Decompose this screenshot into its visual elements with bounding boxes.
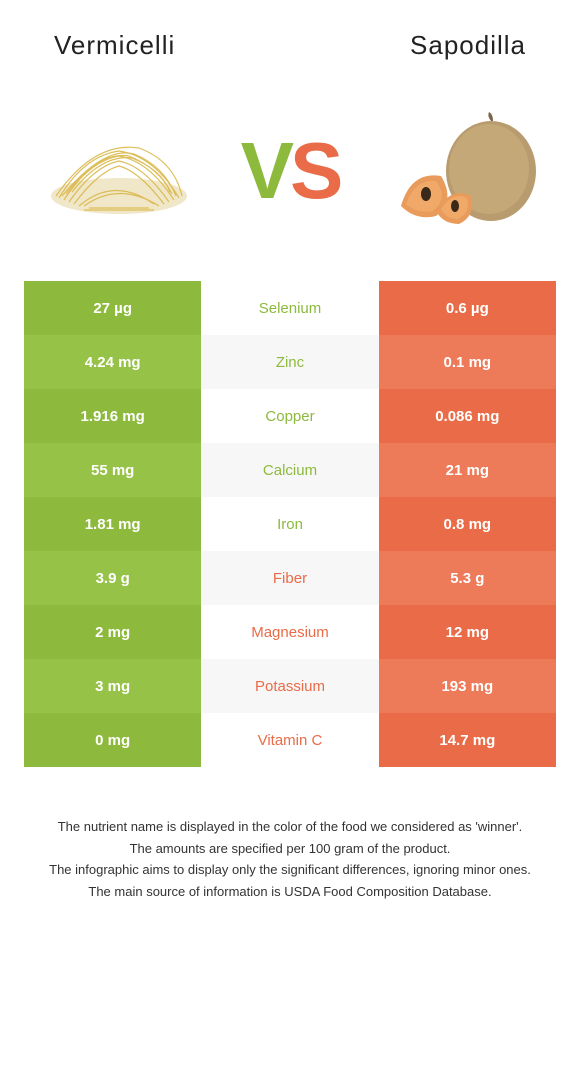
table-row: 55 mgCalcium21 mg [24, 443, 556, 497]
nutrient-name: Zinc [201, 335, 378, 389]
right-value: 12 mg [379, 605, 556, 659]
nutrient-name: Potassium [201, 659, 378, 713]
vs-v: V [241, 125, 290, 217]
right-value: 0.1 mg [379, 335, 556, 389]
right-image [376, 101, 546, 241]
nutrient-name: Selenium [201, 281, 378, 335]
right-value: 0.8 mg [379, 497, 556, 551]
titles-row: Vermicelli Sapodilla [24, 20, 556, 61]
nutrient-name: Iron [201, 497, 378, 551]
nutrient-name: Magnesium [201, 605, 378, 659]
left-value: 1.916 mg [24, 389, 201, 443]
nutrient-name: Vitamin C [201, 713, 378, 767]
footer-line: The nutrient name is displayed in the co… [34, 817, 546, 837]
table-row: 2 mgMagnesium12 mg [24, 605, 556, 659]
left-value: 2 mg [24, 605, 201, 659]
vs-s: S [290, 125, 339, 217]
nutrient-name: Calcium [201, 443, 378, 497]
footer-line: The amounts are specified per 100 gram o… [34, 839, 546, 859]
right-value: 0.6 µg [379, 281, 556, 335]
right-value: 0.086 mg [379, 389, 556, 443]
table-row: 3 mgPotassium193 mg [24, 659, 556, 713]
left-value: 3.9 g [24, 551, 201, 605]
table-row: 27 µgSelenium0.6 µg [24, 281, 556, 335]
right-value: 5.3 g [379, 551, 556, 605]
left-image [34, 101, 204, 241]
table-row: 4.24 mgZinc0.1 mg [24, 335, 556, 389]
right-title: Sapodilla [410, 30, 526, 61]
table-row: 0 mgVitamin C14.7 mg [24, 713, 556, 767]
left-value: 27 µg [24, 281, 201, 335]
sapodilla-icon [381, 106, 541, 236]
nutrient-table: 27 µgSelenium0.6 µg4.24 mgZinc0.1 mg1.91… [24, 281, 556, 767]
nutrient-name: Copper [201, 389, 378, 443]
left-value: 0 mg [24, 713, 201, 767]
images-row: V S [24, 61, 556, 281]
left-value: 55 mg [24, 443, 201, 497]
nutrient-name: Fiber [201, 551, 378, 605]
footer-line: The infographic aims to display only the… [34, 860, 546, 880]
left-title: Vermicelli [54, 30, 175, 61]
left-value: 3 mg [24, 659, 201, 713]
table-row: 1.81 mgIron0.8 mg [24, 497, 556, 551]
table-row: 1.916 mgCopper0.086 mg [24, 389, 556, 443]
left-value: 1.81 mg [24, 497, 201, 551]
vermicelli-icon [44, 126, 194, 216]
left-value: 4.24 mg [24, 335, 201, 389]
right-value: 21 mg [379, 443, 556, 497]
table-row: 3.9 gFiber5.3 g [24, 551, 556, 605]
right-value: 193 mg [379, 659, 556, 713]
vs-label: V S [241, 125, 340, 217]
footer-line: The main source of information is USDA F… [34, 882, 546, 902]
footer-notes: The nutrient name is displayed in the co… [24, 817, 556, 901]
infographic-container: Vermicelli Sapodilla [0, 0, 580, 923]
right-value: 14.7 mg [379, 713, 556, 767]
